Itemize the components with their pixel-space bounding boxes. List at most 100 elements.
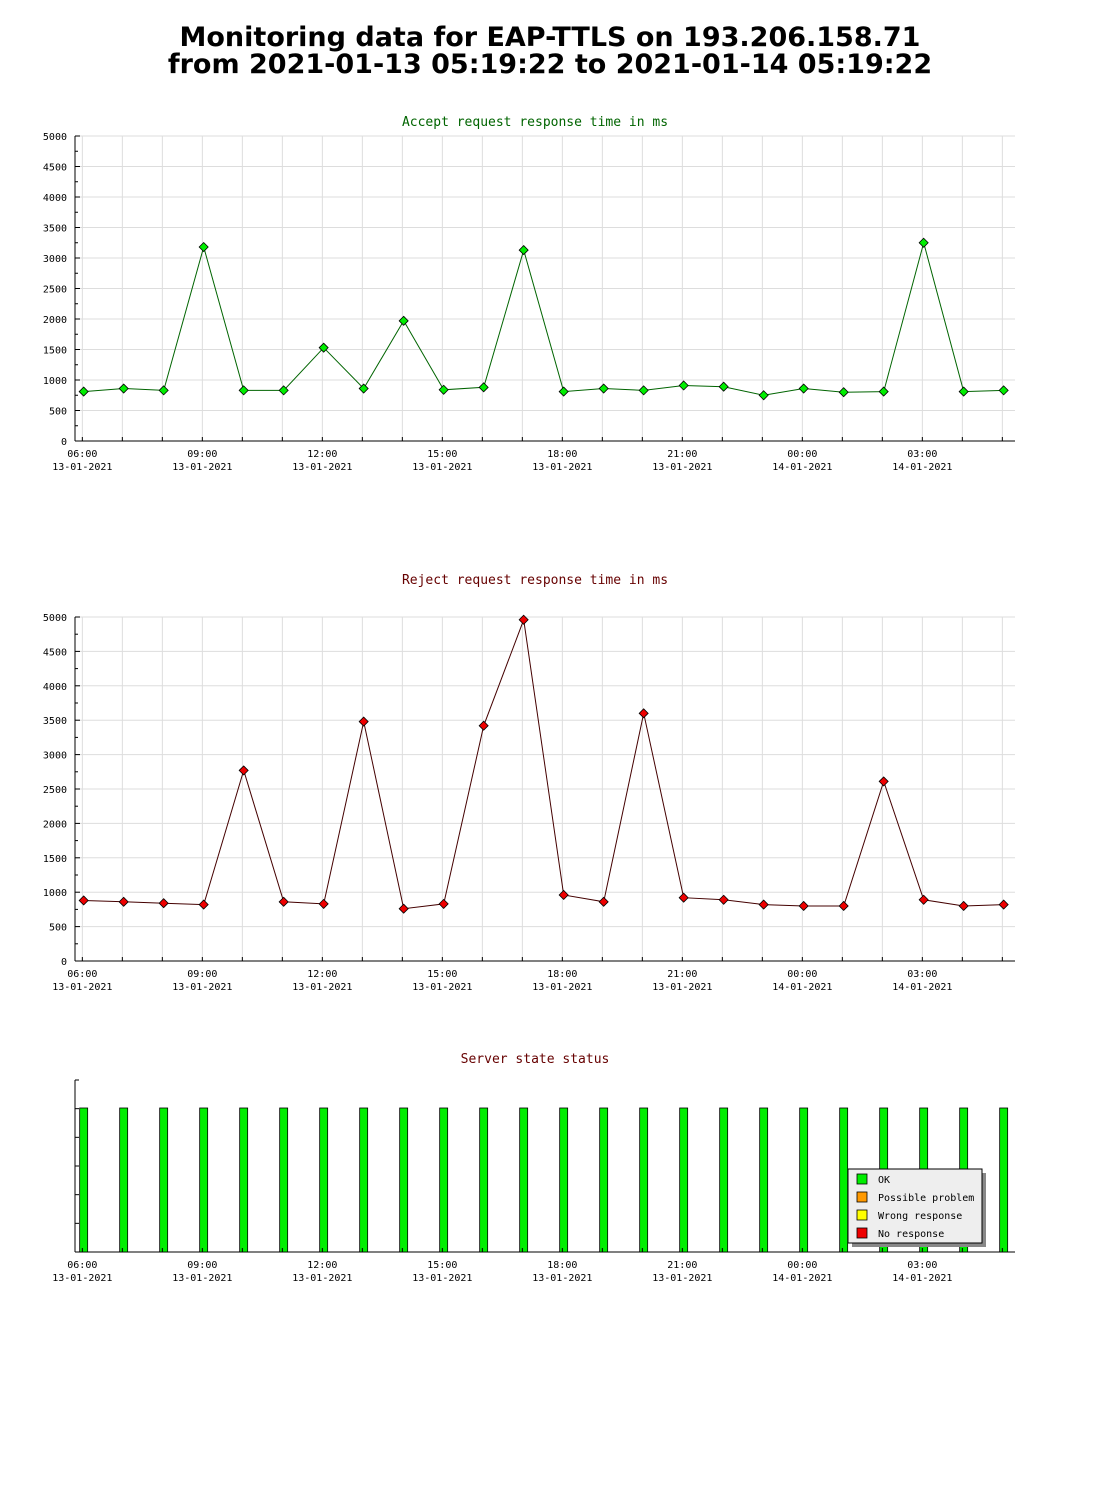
x-tick-date: 14-01-2021	[772, 462, 832, 473]
x-tick-time: 06:00	[67, 969, 97, 980]
status-bar	[239, 1107, 249, 1253]
series-line	[83, 617, 1004, 910]
x-tick-time: 00:00	[787, 1260, 817, 1271]
chart-title: Accept request response time in ms	[402, 115, 668, 130]
x-tick-date: 13-01-2021	[652, 1273, 712, 1284]
x-tick-time: 18:00	[547, 1260, 577, 1271]
x-tick-date: 13-01-2021	[52, 1273, 112, 1284]
status-bar	[199, 1107, 209, 1253]
title-line-1: Monitoring data for EAP-TTLS on 193.206.…	[179, 22, 921, 53]
data-point	[318, 342, 329, 353]
x-tick-date: 13-01-2021	[172, 462, 232, 473]
data-point	[238, 385, 249, 396]
x-tick-time: 09:00	[187, 969, 217, 980]
x-tick-date: 14-01-2021	[892, 982, 952, 993]
x-tick-time: 12:00	[307, 969, 337, 980]
x-tick-date: 13-01-2021	[412, 982, 472, 993]
y-tick-label: 2500	[43, 285, 67, 296]
legend-possible-problem-swatch	[856, 1191, 868, 1203]
chart-1: Accept request response time in ms 0 500 10…	[43, 115, 1015, 473]
series-line	[83, 240, 1004, 396]
data-point	[78, 386, 89, 397]
chart-2: Reject request response time in ms 0 500 10…	[43, 573, 1015, 993]
y-tick-label: 5000	[43, 613, 67, 624]
x-tick-date: 13-01-2021	[292, 982, 352, 993]
data-point	[838, 387, 849, 398]
data-point	[558, 889, 569, 901]
data-point	[998, 899, 1009, 910]
data-point	[278, 896, 289, 907]
x-tick-time: 18:00	[547, 969, 577, 980]
x-tick-time: 03:00	[907, 969, 937, 980]
page-title: Monitoring data for EAP-TTLS on 193.206.…	[0, 24, 1100, 78]
y-tick-label: 5000	[43, 132, 67, 143]
y-tick-label: 0	[61, 957, 67, 968]
y-tick-label: 3000	[43, 254, 67, 265]
x-tick-date: 13-01-2021	[532, 462, 592, 473]
x-tick-time: 12:00	[307, 449, 337, 460]
data-point	[958, 900, 969, 912]
data-point	[598, 383, 609, 394]
status-bar	[599, 1107, 609, 1253]
x-tick-time: 15:00	[427, 449, 457, 460]
data-point	[358, 716, 369, 727]
status-bar	[999, 1107, 1009, 1253]
status-bar	[639, 1107, 649, 1253]
legend-wrong-response-swatch	[856, 1209, 868, 1221]
y-tick-label: 500	[49, 923, 67, 934]
title-line-2: from 2021-01-13 05:19:22 to 2021-01-14 0…	[167, 49, 933, 80]
status-bar	[719, 1107, 729, 1253]
data-point	[798, 383, 809, 394]
x-tick-time: 00:00	[787, 449, 817, 460]
y-tick-label: 0	[61, 437, 67, 448]
data-point	[838, 900, 849, 912]
status-bar	[679, 1107, 689, 1253]
x-tick-time: 21:00	[667, 969, 697, 980]
data-point	[718, 381, 729, 392]
x-tick-time: 21:00	[667, 1260, 697, 1271]
data-point	[398, 903, 409, 914]
data-point	[718, 894, 729, 905]
data-point	[478, 382, 489, 393]
x-tick-date: 13-01-2021	[532, 1273, 592, 1284]
data-point	[198, 899, 209, 910]
data-point	[358, 383, 369, 394]
y-tick-label: 1500	[43, 346, 67, 357]
status-bar	[119, 1107, 129, 1253]
data-point	[118, 896, 129, 907]
x-tick-date: 13-01-2021	[652, 462, 712, 473]
x-tick-date: 13-01-2021	[172, 1273, 232, 1284]
y-tick-label: 3000	[43, 751, 67, 762]
data-point	[518, 245, 529, 256]
data-point	[758, 899, 769, 910]
y-tick-label: 4000	[43, 682, 67, 693]
x-tick-time: 09:00	[187, 1260, 217, 1271]
data-point	[758, 390, 769, 401]
x-tick-time: 06:00	[67, 449, 97, 460]
y-tick-label: 2500	[43, 785, 67, 796]
chart-title: Server state status	[461, 1052, 610, 1067]
status-bar	[759, 1107, 769, 1253]
x-tick-time: 09:00	[187, 449, 217, 460]
status-bar	[279, 1107, 289, 1253]
data-point	[998, 385, 1009, 396]
x-tick-time: 03:00	[907, 449, 937, 460]
status-bar	[559, 1107, 569, 1253]
data-point	[678, 380, 689, 391]
chart-3: Server state status OK Possible problem Wro…	[52, 1052, 1015, 1284]
y-tick-label: 4500	[43, 647, 67, 658]
status-bar	[519, 1107, 529, 1253]
status-bar	[799, 1107, 809, 1253]
y-tick-label: 4000	[43, 193, 67, 204]
x-tick-date: 13-01-2021	[412, 462, 472, 473]
data-point	[158, 898, 169, 909]
legend-ok-label: OK	[878, 1175, 890, 1186]
x-tick-time: 00:00	[787, 969, 817, 980]
data-point	[318, 898, 329, 909]
data-point	[878, 386, 889, 397]
x-tick-date: 14-01-2021	[772, 1273, 832, 1284]
x-tick-time: 21:00	[667, 449, 697, 460]
data-point	[598, 896, 609, 907]
legend-ok-swatch	[856, 1173, 868, 1185]
x-tick-date: 13-01-2021	[412, 1273, 472, 1284]
